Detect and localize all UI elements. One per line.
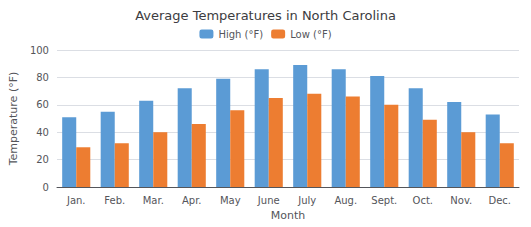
svg-text:June: June (257, 195, 280, 206)
svg-text:Mar.: Mar. (143, 195, 164, 206)
svg-text:Average Temperatures in North: Average Temperatures in North Carolina (135, 8, 396, 23)
svg-text:100: 100 (30, 45, 49, 56)
svg-text:July: July (297, 195, 316, 206)
svg-text:80: 80 (36, 72, 49, 83)
svg-text:Nov.: Nov. (450, 195, 472, 206)
svg-text:0: 0 (43, 182, 49, 193)
svg-text:Month: Month (271, 209, 306, 222)
svg-text:40: 40 (36, 127, 49, 138)
svg-text:Feb.: Feb. (104, 195, 125, 206)
svg-text:Apr.: Apr. (182, 195, 202, 206)
svg-text:May: May (220, 195, 241, 206)
svg-text:Temperature (°F): Temperature (°F) (7, 72, 20, 167)
svg-text:60: 60 (36, 99, 49, 110)
svg-text:Aug.: Aug. (334, 195, 357, 206)
svg-text:High (°F): High (°F) (218, 29, 263, 40)
svg-text:Oct.: Oct. (413, 195, 433, 206)
svg-text:20: 20 (36, 154, 49, 165)
svg-text:Low (°F): Low (°F) (290, 29, 332, 40)
svg-text:Sept.: Sept. (371, 195, 397, 206)
svg-text:Jan.: Jan. (66, 195, 86, 206)
svg-text:Dec.: Dec. (488, 195, 511, 206)
